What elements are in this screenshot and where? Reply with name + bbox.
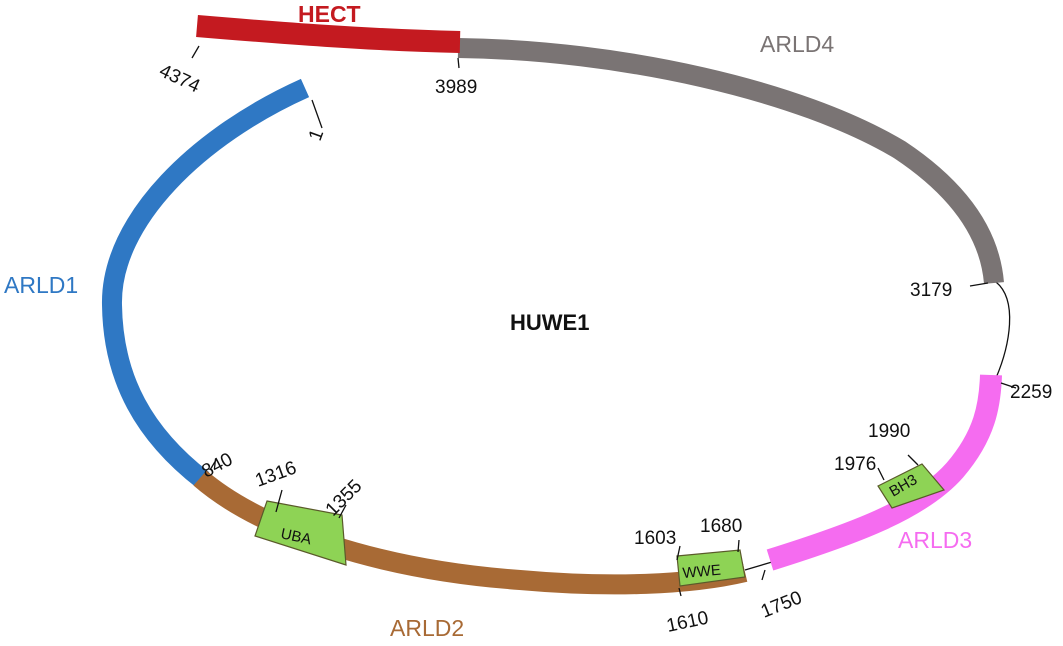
- domain-label-arld3: ARLD3: [898, 527, 972, 553]
- position-label-1603: 1603: [634, 528, 676, 549]
- tick-marks: [191, 45, 1017, 597]
- motif-box-bh3: [877, 463, 946, 509]
- position-label-1610: 1610: [665, 608, 711, 637]
- position-label-2259: 2259: [1010, 382, 1052, 403]
- domain-label-arld2: ARLD2: [390, 615, 464, 641]
- position-label-1990: 1990: [868, 421, 910, 442]
- domain-label-hect: HECT: [298, 1, 361, 27]
- domain-arc-hect: [196, 15, 461, 53]
- position-label-1316: 1316: [253, 458, 300, 492]
- domain-label-arld1: ARLD1: [4, 272, 78, 298]
- position-label-3179: 3179: [910, 280, 952, 301]
- domain-arc-arld4: [457, 38, 1004, 285]
- position-label-1680: 1680: [700, 516, 742, 537]
- motif-label-wwe: WWE: [682, 562, 722, 582]
- motif-box-uba: [254, 500, 347, 566]
- position-label-4374: 4374: [156, 60, 204, 97]
- linker-line: [744, 561, 773, 571]
- protein-name: HUWE1: [510, 310, 589, 335]
- motif-box-wwe: [676, 549, 746, 587]
- position-label-3989: 3989: [435, 77, 477, 98]
- domain-arc-arld1: [101, 78, 310, 488]
- linker-line: [995, 281, 1011, 379]
- motif-label-uba: UBA: [279, 525, 313, 548]
- position-label-1976: 1976: [834, 454, 876, 475]
- position-label-1750: 1750: [758, 587, 805, 622]
- position-label-1: 1: [305, 127, 328, 144]
- domain-label-arld4: ARLD4: [760, 31, 834, 57]
- domain-arc-arld3: [766, 374, 1002, 571]
